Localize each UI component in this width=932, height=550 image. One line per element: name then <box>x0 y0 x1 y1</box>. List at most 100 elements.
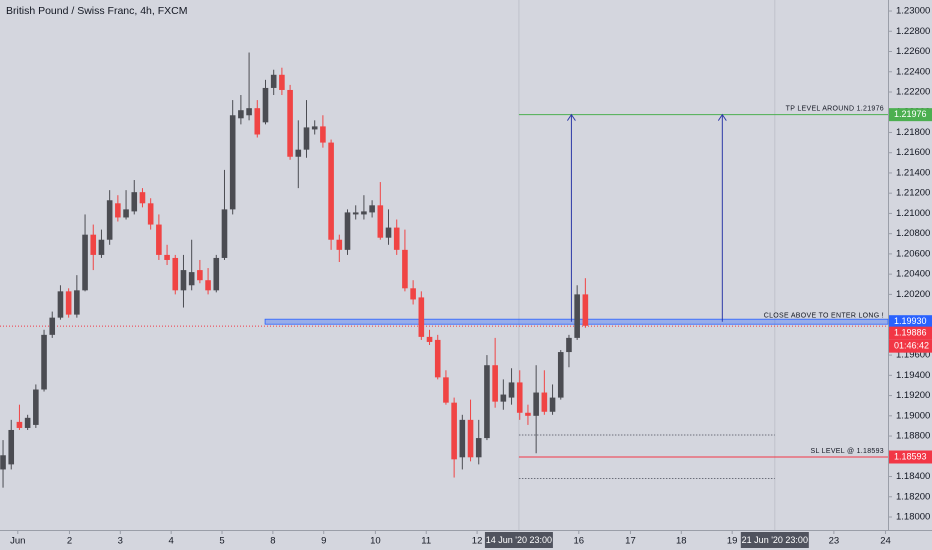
x-tick-label: 24 <box>880 536 891 547</box>
candle-body <box>475 438 482 458</box>
candle-body <box>500 394 507 402</box>
candle-body <box>33 389 39 425</box>
candle-body <box>582 294 589 326</box>
candle-body <box>205 280 211 291</box>
y-tick-label: 1.19600 <box>896 350 930 361</box>
candle-body <box>311 126 318 130</box>
candle-body <box>303 127 310 150</box>
candle-body <box>566 337 572 353</box>
level-box <box>889 450 932 464</box>
x-tick-label: 12 <box>472 536 483 547</box>
candle-body <box>557 352 564 398</box>
candle-body <box>352 212 359 215</box>
candle-body <box>369 205 375 213</box>
candle-body <box>106 200 113 240</box>
candle-body <box>180 270 187 291</box>
time-marker-box <box>740 532 809 548</box>
candle-body <box>65 291 72 315</box>
candle-body <box>270 74 277 88</box>
y-tick-label: 1.18200 <box>896 491 930 502</box>
candle-body <box>254 108 261 135</box>
level-label: 1.18593 <box>894 451 927 461</box>
candle-body <box>164 254 170 260</box>
candle-body <box>516 382 523 413</box>
candle-body <box>451 402 457 460</box>
last-price-box <box>889 326 932 340</box>
candle-body <box>0 455 6 470</box>
x-tick-label: 9 <box>321 536 326 547</box>
candle-body <box>385 227 392 238</box>
candle-body <box>525 412 531 416</box>
y-tick-label: 1.22200 <box>896 87 930 98</box>
arrow-head <box>566 113 576 121</box>
y-tick-label: 1.23000 <box>896 6 930 17</box>
level-text: CLOSE ABOVE TO ENTER LONG ! <box>764 313 884 320</box>
y-tick-label: 1.18400 <box>896 471 930 482</box>
y-tick-label: 1.18800 <box>896 431 930 442</box>
level-box <box>889 315 932 329</box>
candle-body <box>336 239 343 250</box>
x-tick-label: 5 <box>219 536 224 547</box>
level-text: TP LEVEL AROUND 1.21976 <box>786 105 884 112</box>
candle-body <box>115 203 121 218</box>
candle-body <box>24 417 31 428</box>
x-tick-label: 18 <box>676 536 687 547</box>
x-tick-label: 11 <box>421 536 431 547</box>
candle-body <box>279 74 285 90</box>
x-tick-label: 23 <box>829 536 840 547</box>
candle-body <box>221 209 228 258</box>
candle-body <box>123 209 129 218</box>
y-tick-label: 1.22400 <box>896 66 930 77</box>
candle-body <box>295 149 302 157</box>
y-tick-label: 1.21200 <box>896 188 930 199</box>
candle-body <box>147 203 154 225</box>
candle-body <box>197 270 203 281</box>
y-tick-label: 1.21400 <box>896 167 930 178</box>
candle-body <box>377 205 384 238</box>
time-marker-label: 14 Jun '20 23:00 <box>486 535 552 545</box>
candle-body <box>541 392 548 412</box>
y-tick-label: 1.18000 <box>896 512 930 523</box>
candle-body <box>549 397 556 412</box>
y-tick-label: 1.20400 <box>896 269 930 280</box>
level-label: 1.19930 <box>894 316 927 326</box>
candle-body <box>361 211 367 215</box>
countdown-box <box>889 339 932 353</box>
y-tick-label: 1.19200 <box>896 390 930 401</box>
y-tick-label: 1.19400 <box>896 370 930 381</box>
candle-body <box>229 115 236 210</box>
candle-body <box>467 419 474 458</box>
candle-body <box>410 288 416 300</box>
candle-body <box>484 365 490 439</box>
candle-body <box>434 339 441 378</box>
candle-body <box>82 234 88 291</box>
candle-body <box>131 192 138 212</box>
candle-body <box>328 142 334 240</box>
candle-body <box>402 249 408 289</box>
candle-body <box>574 294 580 338</box>
chart-title: British Pound / Swiss Franc, 4h, FXCM <box>6 5 187 17</box>
candle-body <box>16 421 23 428</box>
last-price-label: 1.19886 <box>894 328 927 338</box>
level-text: SL LEVEL @ 1.18593 <box>811 448 884 455</box>
candle-body <box>508 382 515 398</box>
x-tick-label: 3 <box>118 536 123 547</box>
candle-body <box>443 377 449 403</box>
candle-body <box>49 317 56 335</box>
candle-body <box>98 239 105 255</box>
candle-body <box>238 110 244 119</box>
candle-body <box>426 336 433 342</box>
candle-body <box>287 89 293 157</box>
candle-body <box>459 419 466 458</box>
y-tick-label: 1.22600 <box>896 46 930 57</box>
y-tick-label: 1.21000 <box>896 208 930 219</box>
y-tick-label: 1.20600 <box>896 248 930 259</box>
candle-body <box>492 365 498 402</box>
candle-body <box>418 297 425 337</box>
candle-body <box>188 272 195 286</box>
x-tick-label: 16 <box>574 536 585 547</box>
level-box <box>889 108 932 122</box>
candle-body <box>156 224 162 255</box>
y-tick-label: 1.22800 <box>896 26 930 37</box>
